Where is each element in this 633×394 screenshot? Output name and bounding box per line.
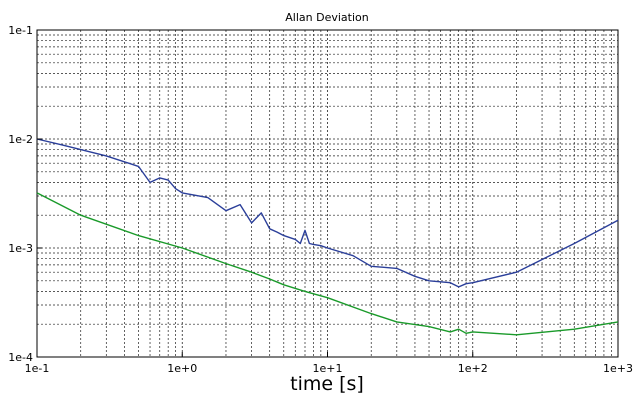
series-line-2 xyxy=(36,192,619,336)
x-tick-label: 1e+2 xyxy=(458,362,488,375)
series-line-1 xyxy=(36,138,619,288)
x-axis-label: time [s] xyxy=(290,373,364,394)
y-axis-ticks: 1e-4 1e-3 1e-2 1e-1 xyxy=(8,24,42,364)
y-tick-label: 1e-4 xyxy=(8,351,33,364)
x-tick-label: 1e+0 xyxy=(167,362,197,375)
x-axis-ticks: 1e-1 1e+0 1e+1 1e+2 1e+3 xyxy=(25,352,633,375)
x-tick-label: 1e+1 xyxy=(313,362,343,375)
y-tick-label: 1e-1 xyxy=(8,24,33,37)
y-tick-label: 1e-2 xyxy=(8,133,33,146)
x-tick-label: 1e-1 xyxy=(25,362,50,375)
chart-title: Allan Deviation xyxy=(285,11,368,24)
y-tick-label: 1e-3 xyxy=(8,242,33,255)
series-group xyxy=(36,138,619,336)
x-tick-label: 1e+3 xyxy=(603,362,633,375)
